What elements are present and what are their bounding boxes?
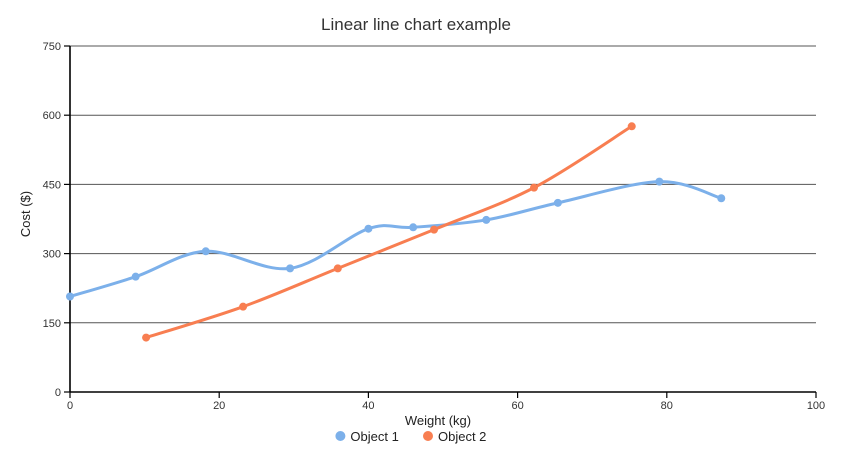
data-point[interactable] xyxy=(131,272,140,281)
legend-label: Object 1 xyxy=(350,429,398,444)
y-tick-labels: 0 150 300 450 600 750 xyxy=(43,41,70,399)
data-point[interactable] xyxy=(239,302,248,311)
x-tick-label: 20 xyxy=(213,400,225,412)
axes xyxy=(69,46,816,393)
chart-title: Linear line chart example xyxy=(321,15,511,34)
data-point[interactable] xyxy=(530,183,539,192)
x-tick-labels: 0 20 40 60 80 100 xyxy=(67,392,825,412)
series-1 xyxy=(66,177,726,301)
data-point[interactable] xyxy=(717,194,726,203)
y-axis-label: Cost ($) xyxy=(18,191,33,237)
x-tick-label: 40 xyxy=(362,400,374,412)
data-point[interactable] xyxy=(333,264,342,273)
y-tick-label: 450 xyxy=(43,179,61,191)
legend-item[interactable]: Object 2 xyxy=(423,429,486,444)
data-point[interactable] xyxy=(66,292,74,301)
data-point[interactable] xyxy=(482,215,491,224)
data-point[interactable] xyxy=(627,122,636,131)
legend: Object 1 Object 2 xyxy=(335,429,486,444)
y-tick-label: 750 xyxy=(43,41,61,53)
data-point[interactable] xyxy=(142,333,151,342)
series-group xyxy=(66,122,726,342)
legend-item[interactable]: Object 1 xyxy=(335,429,399,444)
series-line xyxy=(68,180,723,299)
series-2 xyxy=(142,122,636,342)
legend-marker xyxy=(335,431,346,441)
x-tick-label: 100 xyxy=(807,400,825,412)
data-point[interactable] xyxy=(364,224,373,233)
y-tick-label: 600 xyxy=(43,110,61,122)
data-point[interactable] xyxy=(553,198,562,207)
data-point[interactable] xyxy=(409,223,418,232)
legend-label: Object 2 xyxy=(438,429,486,444)
series-line xyxy=(144,124,634,340)
data-point[interactable] xyxy=(655,177,664,186)
data-point[interactable] xyxy=(430,225,439,234)
x-tick-label: 60 xyxy=(511,400,523,412)
data-point[interactable] xyxy=(286,264,295,273)
data-point[interactable] xyxy=(201,247,210,256)
y-tick-label: 150 xyxy=(43,318,61,330)
y-tick-label: 0 xyxy=(55,387,61,399)
legend-marker xyxy=(423,431,433,441)
x-tick-label: 80 xyxy=(661,400,673,412)
gridlines xyxy=(70,45,816,324)
x-axis-label: Weight (kg) xyxy=(405,413,471,428)
y-tick-label: 300 xyxy=(43,249,61,261)
x-tick-label: 0 xyxy=(67,400,73,412)
